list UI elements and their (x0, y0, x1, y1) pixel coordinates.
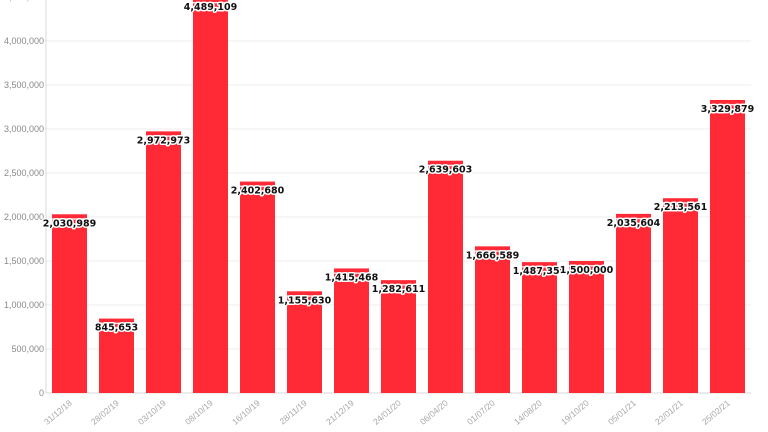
data-label: 4,489,109 (184, 2, 238, 13)
data-label: 1,155,630 (278, 295, 332, 306)
x-tick-label: 24/01/20 (371, 398, 403, 427)
bar (616, 213, 651, 393)
bar-cap-line (99, 322, 134, 325)
y-axis-tick-labels: 0 500,000 1,000,000 1,500,000 2,000,000 2,500… (4, 0, 44, 398)
data-label: 2,402,680 (231, 186, 285, 197)
bar (52, 214, 87, 393)
bar-cap-line (193, 1, 228, 4)
bar (428, 160, 463, 393)
data-label: 2,035,604 (607, 218, 661, 229)
bar (240, 181, 275, 393)
y-tick-label: 4,500,000 (4, 0, 44, 2)
bar (381, 280, 416, 393)
y-tick-label: 0 (39, 388, 44, 398)
bar (710, 99, 745, 394)
x-tick-label: 28/02/19 (89, 398, 121, 427)
bar (569, 261, 604, 393)
bar-cap-line (287, 295, 322, 297)
bar (193, 0, 228, 394)
data-labels: 2,030,989 845,653 2,972,973 4,489,109 2,402,… (41, 0, 756, 335)
data-label: 3,329,879 (701, 104, 755, 115)
bar-cap-line (475, 250, 510, 252)
bar (287, 291, 322, 393)
data-label: 2,030,989 (43, 218, 97, 229)
y-tick-label: 1,000,000 (4, 300, 44, 310)
data-label: 1,500,000 (560, 265, 614, 276)
data-label: 1,666,589 (466, 250, 520, 261)
x-tick-label: 01/07/20 (465, 398, 497, 427)
bar-cap-line (663, 202, 698, 204)
y-tick-label: 500,000 (11, 344, 44, 354)
bar-cap-line (146, 135, 181, 137)
bar-cap-line (52, 218, 87, 220)
x-tick-label: 06/04/20 (418, 398, 450, 427)
x-tick-label: 25/02/21 (700, 398, 732, 427)
data-label: 1,487,359 (513, 266, 567, 277)
data-label: 1,282,611 (372, 284, 426, 295)
x-tick-label: 22/01/21 (653, 398, 685, 427)
bar-cap-line (710, 103, 745, 106)
y-tick-label: 2,500,000 (4, 168, 44, 178)
x-tick-label: 28/11/19 (277, 398, 308, 427)
y-tick-label: 1,500,000 (4, 256, 44, 266)
data-label: 2,213,561 (654, 202, 708, 213)
bar (334, 268, 369, 393)
x-axis-tick-labels: 31/12/18 28/02/19 03/10/19 08/10/19 16/10/19… (42, 398, 732, 427)
x-tick-label: 19/10/20 (559, 398, 591, 427)
bar (99, 318, 134, 393)
data-label: 845,653 (95, 323, 138, 334)
bar-cap-line (616, 217, 651, 220)
bar-cap-line (334, 272, 369, 274)
bar (522, 262, 557, 393)
bar (146, 131, 181, 394)
x-tick-label: 08/10/19 (183, 398, 215, 427)
x-tick-label: 14/08/20 (512, 398, 544, 427)
y-tick-label: 3,500,000 (4, 80, 44, 90)
x-tick-label: 16/10/19 (230, 398, 262, 427)
data-label: 2,639,603 (419, 165, 473, 176)
x-tick-label: 03/10/19 (136, 398, 168, 427)
y-tick-label: 4,000,000 (4, 36, 44, 46)
bar-cap-line (428, 164, 463, 167)
x-tick-label: 31/12/18 (42, 398, 74, 427)
bar-cap-line (240, 185, 275, 188)
bars (52, 0, 745, 394)
x-tick-label: 05/01/21 (606, 398, 638, 427)
bar-cap-line (381, 284, 416, 286)
bar (475, 246, 510, 393)
data-label: 1,415,468 (325, 272, 379, 283)
y-tick-label: 3,000,000 (4, 124, 44, 134)
bar (663, 198, 698, 393)
bar-cap-line (522, 266, 557, 268)
y-tick-label: 2,000,000 (4, 212, 44, 222)
x-tick-label: 21/12/19 (324, 398, 356, 427)
bar-cap-line (569, 265, 604, 267)
data-label: 2,972,973 (137, 135, 191, 146)
